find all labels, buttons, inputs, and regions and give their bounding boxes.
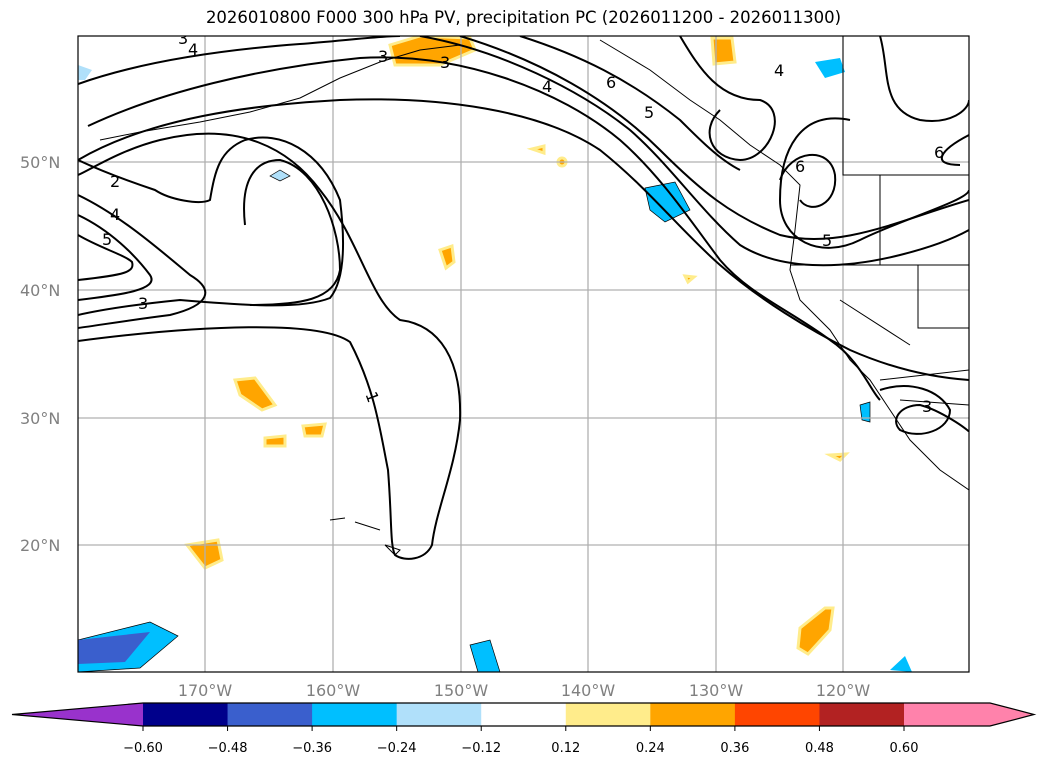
precip-blob-negative [815, 58, 845, 78]
colorbar-segment [227, 703, 313, 726]
precip-blob-weak-negative [78, 65, 92, 80]
svg-text:120°W: 120°W [816, 681, 871, 700]
colorbar-extend-low [12, 703, 143, 726]
contour-labels: 3 4 3 2 4 5 3 1 4 6 5 6 5 3 4 6 3 [102, 29, 944, 416]
precip-blob-positive [263, 434, 287, 448]
colorbar-segment [734, 703, 820, 726]
svg-text:20°N: 20°N [20, 536, 60, 555]
pv-contour [778, 117, 969, 249]
colorbar-segment [819, 703, 905, 726]
latitude-labels: 50°N 40°N 30°N 20°N [20, 153, 60, 555]
coastlines [99, 36, 969, 556]
colorbar-segment [481, 703, 567, 726]
precip-blob-negative [469, 639, 501, 672]
colorbar-ticks: −0.60 −0.48 −0.36 −0.24 −0.12 0.12 0.24 0.36 0.4… [123, 726, 918, 756]
svg-text:50°N: 50°N [20, 153, 60, 172]
map-title: 2026010800 F000 300 hPa PV, precipitatio… [205, 8, 842, 27]
pv-contours [78, 36, 969, 560]
pv-contour-4 [78, 214, 153, 301]
colorbar-tick-label: −0.36 [292, 741, 332, 756]
svg-text:3: 3 [922, 397, 932, 416]
pv-contour [879, 36, 969, 122]
precip-blob-negative [644, 181, 691, 223]
precip-blob-negative [859, 401, 871, 423]
precip-blob-positive [232, 376, 278, 412]
svg-text:3: 3 [138, 294, 148, 313]
svg-text:4: 4 [542, 77, 552, 96]
svg-text:6: 6 [934, 143, 944, 162]
svg-text:3: 3 [378, 47, 388, 66]
svg-text:3: 3 [440, 53, 450, 72]
precip-shading [78, 36, 912, 672]
svg-text:30°N: 30°N [20, 409, 60, 428]
colorbar-tick-label: 0.12 [551, 741, 580, 756]
svg-text:130°W: 130°W [689, 681, 744, 700]
precip-blob-strong-negative [78, 632, 150, 664]
pv-contour-2 [78, 136, 344, 316]
colorbar-segment [565, 703, 651, 726]
svg-text:40°N: 40°N [20, 281, 60, 300]
colorbar-tick-label: −0.60 [123, 741, 163, 756]
map-area: 3 4 3 2 4 5 3 1 4 6 5 6 5 3 4 6 3 [78, 29, 969, 672]
pv-contour [779, 153, 837, 208]
svg-text:150°W: 150°W [434, 681, 489, 700]
svg-text:160°W: 160°W [306, 681, 361, 700]
colorbar-tick-label: −0.12 [461, 741, 501, 756]
pv-contour [419, 36, 969, 267]
svg-text:6: 6 [795, 157, 805, 176]
colorbar [11, 702, 1037, 727]
svg-text:170°W: 170°W [178, 681, 233, 700]
precip-blob-positive [796, 606, 835, 656]
precip-blob-positive [682, 274, 698, 285]
colorbar-segment [143, 703, 229, 726]
pv-contour [879, 385, 969, 435]
precip-blob-negative [890, 656, 912, 672]
precip-blob-positive [438, 243, 456, 271]
colorbar-segment [650, 703, 736, 726]
svg-text:4: 4 [110, 205, 120, 224]
svg-text:1: 1 [361, 389, 382, 405]
pv-contour-inner [243, 158, 342, 306]
map-frame [77, 35, 970, 673]
svg-text:4: 4 [774, 61, 784, 80]
svg-text:6: 6 [606, 73, 616, 92]
pv-contour-3 [78, 194, 207, 329]
svg-text:140°W: 140°W [561, 681, 616, 700]
pv-contour-1 [78, 132, 462, 560]
colorbar-tick-label: 0.48 [805, 741, 834, 756]
pv-contour [78, 36, 401, 85]
svg-text:4: 4 [188, 40, 198, 59]
svg-text:5: 5 [102, 230, 112, 249]
colorbar-tick-label: −0.24 [377, 741, 417, 756]
pv-contour-5 [78, 234, 134, 281]
precip-blob-positive [710, 36, 737, 66]
precip-blob-weak-negative [269, 169, 291, 182]
svg-text:3: 3 [178, 29, 188, 48]
precip-blob-positive [301, 422, 327, 438]
svg-text:5: 5 [644, 103, 654, 122]
pv-contour [459, 36, 969, 241]
colorbar-tick-label: 0.24 [636, 741, 665, 756]
pv-contour [78, 98, 969, 381]
colorbar-tick-label: 0.60 [890, 741, 919, 756]
longitude-labels: 170°W 160°W 150°W 140°W 130°W 120°W [178, 681, 871, 700]
colorbar-tick-label: −0.48 [208, 741, 248, 756]
svg-text:5: 5 [822, 231, 832, 250]
svg-text:2: 2 [110, 172, 120, 191]
pv-contour [679, 36, 776, 162]
colorbar-tick-label: 0.36 [720, 741, 749, 756]
pv-contour [519, 36, 741, 171]
colorbar-extend-high [904, 703, 1034, 726]
colorbar-segment [396, 703, 482, 726]
precip-blob-positive [526, 144, 546, 156]
pv-contour [940, 134, 969, 166]
gridlines [78, 36, 969, 672]
colorbar-segment [312, 703, 398, 726]
